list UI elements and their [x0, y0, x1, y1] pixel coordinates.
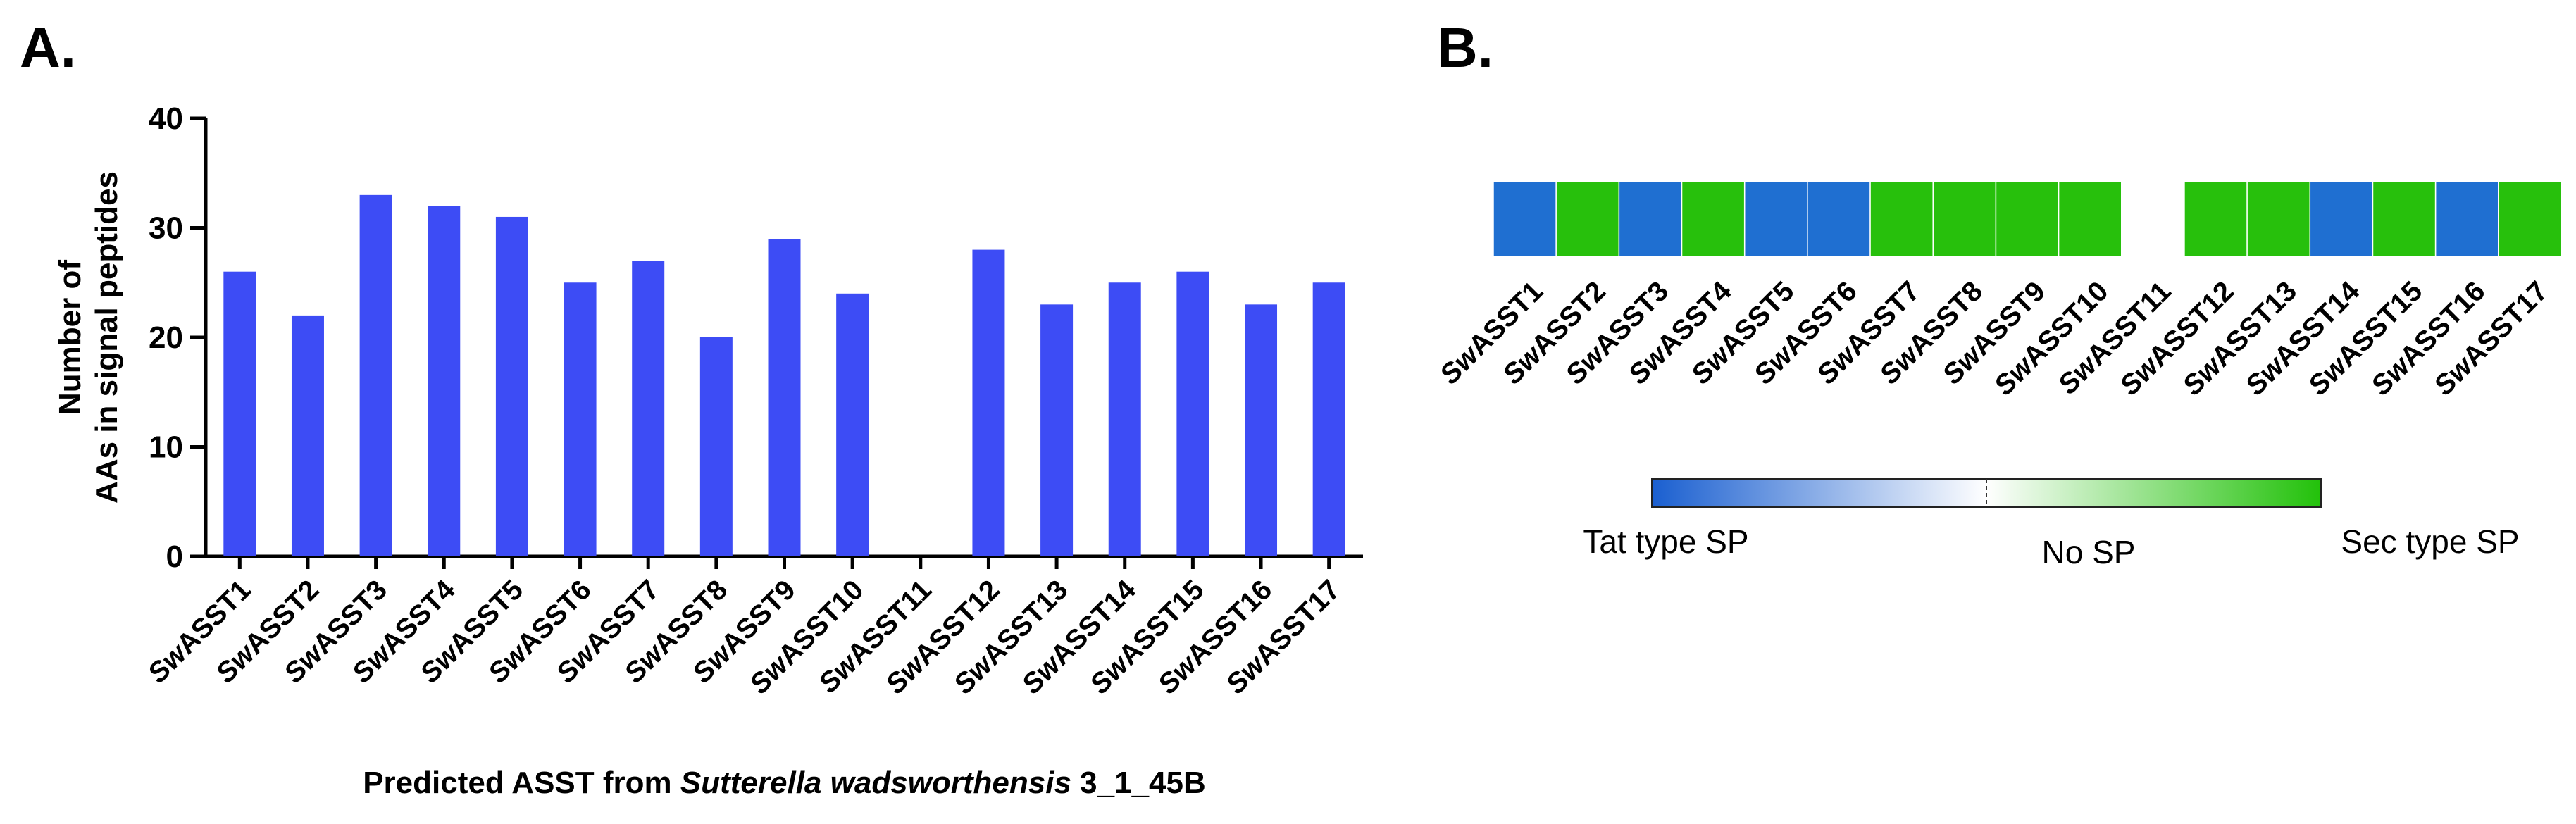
bar	[359, 194, 392, 557]
heatmap-cell	[2184, 181, 2248, 257]
heatmap-cell	[1932, 181, 1997, 257]
heatmap-cell	[1493, 181, 1557, 257]
y-tick-label: 20	[149, 320, 183, 355]
heatmap-cell	[2058, 181, 2122, 257]
heatmap-cell	[2434, 181, 2499, 257]
bar	[1312, 282, 1345, 556]
x-axis-title: Predicted ASST from Sutterella wadsworth…	[363, 766, 1206, 800]
panel-label-a: A.	[20, 16, 76, 79]
bar	[1245, 304, 1278, 556]
heatmap-cell	[2246, 181, 2311, 257]
heatmap-cell	[2121, 181, 2185, 257]
colorbar-label: No SP	[2042, 534, 2136, 570]
heatmap-cell	[1743, 181, 1808, 257]
heatmap-cell	[1681, 181, 1746, 257]
colorbar-label: Sec type SP	[2341, 523, 2519, 560]
bar	[428, 206, 461, 556]
y-axis-title: Number ofAAs in signal peptides	[53, 171, 124, 504]
heatmap-cell	[1807, 181, 1871, 257]
heatmap-cell	[2372, 181, 2437, 257]
heatmap-cell	[2498, 181, 2562, 257]
bar	[632, 261, 665, 556]
bar	[291, 315, 324, 556]
bar	[564, 282, 597, 556]
bar	[495, 216, 528, 556]
bar	[223, 271, 256, 556]
heatmap-cell	[1869, 181, 1934, 257]
y-tick-label: 0	[166, 539, 183, 574]
bar	[836, 293, 869, 556]
bar	[1176, 271, 1209, 556]
colorbar-label: Tat type SP	[1583, 523, 1748, 560]
y-tick-label: 40	[149, 101, 183, 136]
bar	[972, 249, 1005, 556]
bar-chart-a: 010203040SwASST1SwASST2SwASST3SwASST4SwA…	[53, 101, 1363, 800]
bar	[768, 239, 801, 556]
heatmap-cell	[1995, 181, 2060, 257]
bar	[1108, 282, 1141, 556]
heatmap-b: SwASST1SwASST2SwASST3SwASST4SwASST5SwASS…	[1434, 181, 2562, 570]
y-tick-label: 10	[149, 430, 183, 465]
y-tick-label: 30	[149, 211, 183, 246]
bar	[699, 337, 733, 556]
heatmap-cell	[2309, 181, 2374, 257]
heatmap-cell	[1555, 181, 1620, 257]
bar	[1040, 304, 1074, 556]
heatmap-cell	[1618, 181, 1683, 257]
panel-label-b: B.	[1437, 16, 1493, 79]
